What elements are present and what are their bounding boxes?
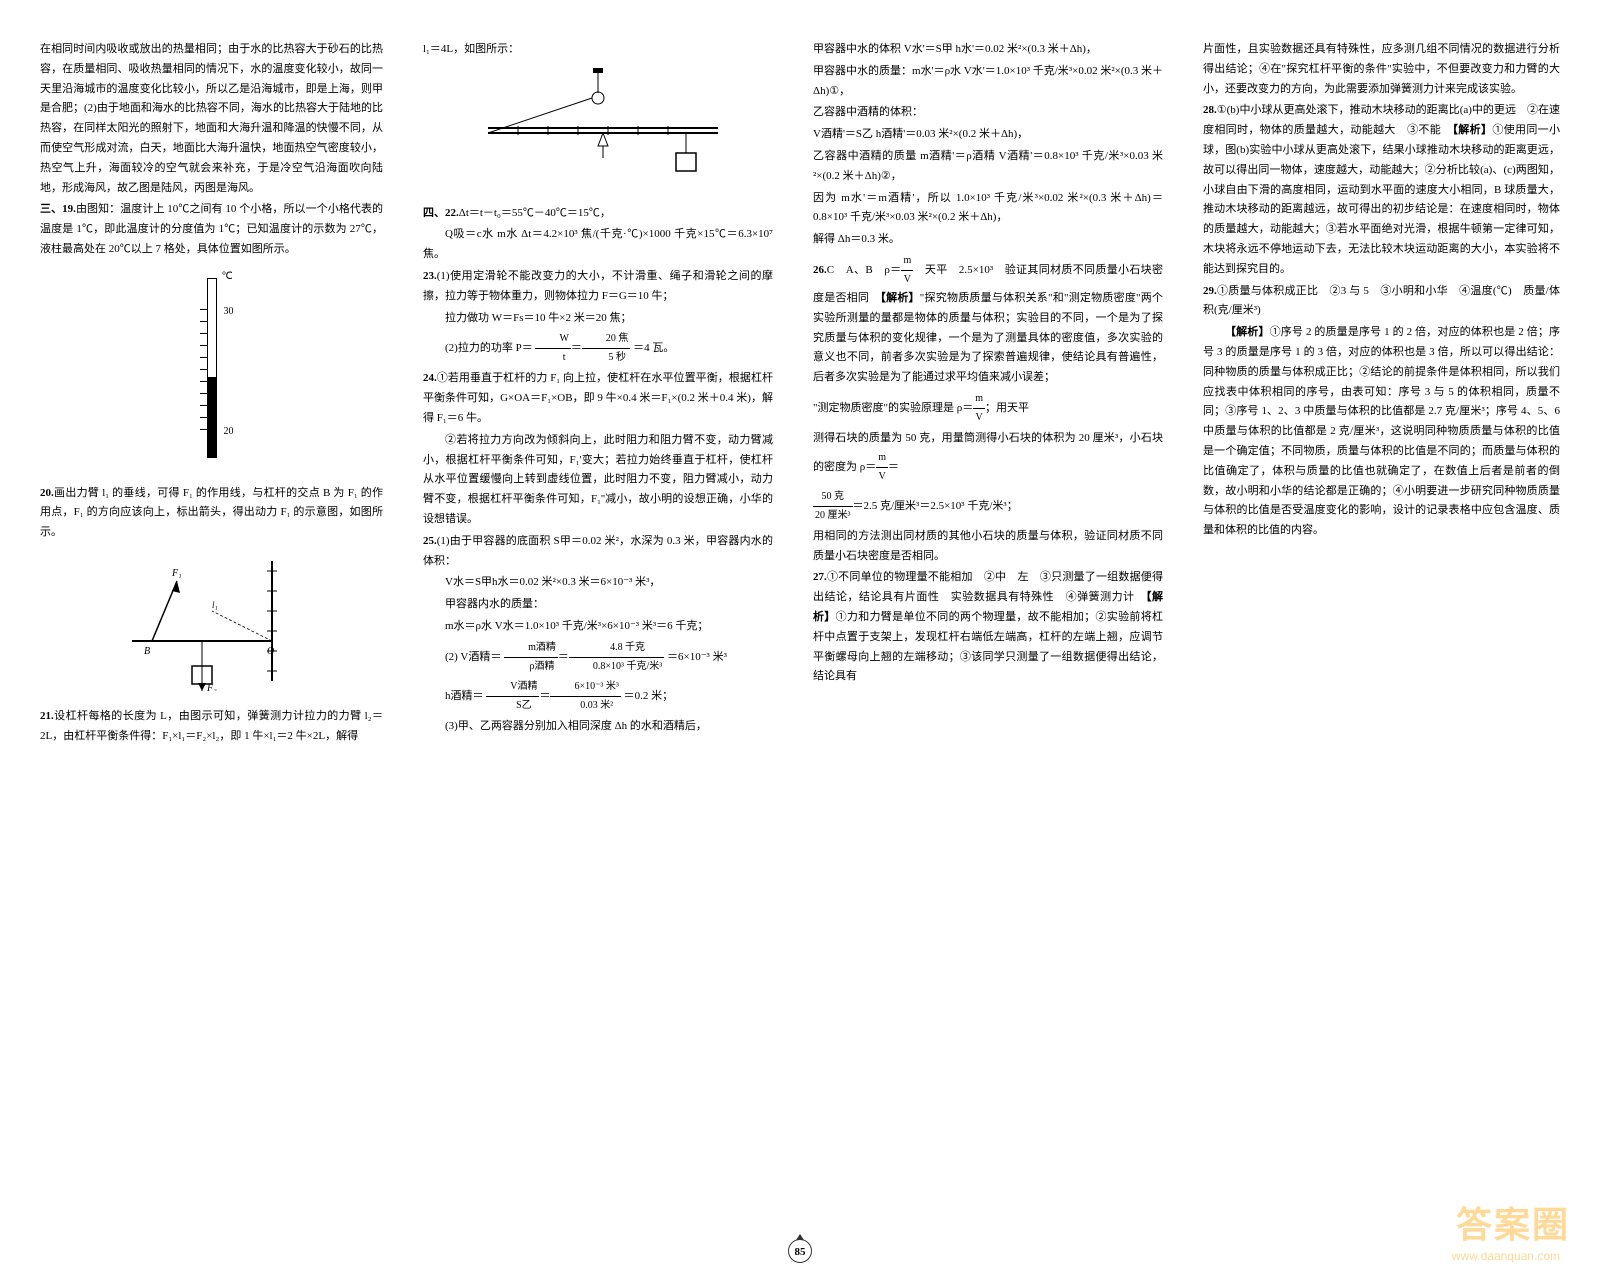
thermo-30: 30 [224, 303, 234, 321]
q24-line2: ②若将拉力方向改为倾斜向上，此时阻力和阻力臂不变，动力臂减小，根据杠杆平衡条件可… [423, 431, 773, 530]
q25-cont4: V酒精'＝S乙 h酒精'＝0.03 米²×(0.2 米＋Δh)， [813, 125, 1163, 145]
q23-line3: (2)拉力的功率 P＝ Wt＝20 焦5 秒 ＝4 瓦。 [423, 330, 773, 367]
para-continuation: 在相同时间内吸收或放出的热量相同；由于水的比热容大于砂石的比热容，在质量相同、吸… [40, 40, 383, 198]
q26-jx3: 测得石块的质量为 50 克，用量筒测得小石块的体积为 20 厘米³，小石块的密度… [813, 429, 1163, 486]
q25-cont5: 乙容器中酒精的质量 m酒精'＝ρ酒精 V酒精'＝0.8×10³ 千克/米³×0.… [813, 147, 1163, 187]
column-4: 片面性，且实验数据还具有特殊性，应多测几组不同情况的数据进行分析得出结论；④在"… [1193, 40, 1570, 748]
q25-cont7: 解得 Δh＝0.3 米。 [813, 230, 1163, 250]
q19-text: 由图知：温度计上 10℃之间有 10 个小格，所以一个小格代表的温度是 1℃，即… [40, 203, 383, 255]
svg-text:F₂: F₂ [206, 683, 217, 691]
lever-figure: O F₁ B l₁ F₂ [40, 551, 383, 699]
q22-line1: Δt＝t－t₀＝55℃－40℃＝15℃， [459, 207, 611, 219]
q25-line1: (1)由于甲容器的底面积 S甲＝0.02 米²，水深为 0.3 米，甲容器内水的… [423, 535, 773, 567]
question-21: 21.设杠杆每格的长度为 L，由图示可知，弹簧测力计拉力的力臂 l₂＝2L，由杠… [40, 707, 383, 747]
thermometer-figure: ℃ 30 20 [40, 268, 383, 476]
column-3: 甲容器中水的体积 V水'＝S甲 h水'＝0.02 米²×(0.3 米＋Δh)， … [803, 40, 1173, 748]
svg-text:B: B [144, 646, 150, 657]
column-2: l₁＝4L，如图所示： 四、22.Δt [413, 40, 783, 748]
q25-cont3: 乙容器中酒精的体积： [813, 103, 1163, 123]
question-25: 25.(1)由于甲容器的底面积 S甲＝0.02 米²，水深为 0.3 米，甲容器… [423, 532, 773, 572]
svg-text:O: O [267, 646, 274, 657]
q29-line1: ①质量与体积成正比 ②3 与 5 ③小明和小华 ④温度(℃) 质量/体积(克/厘… [1203, 285, 1560, 317]
q26-jx-label: 【解析】 [880, 292, 919, 304]
question-29: 29.①质量与体积成正比 ②3 与 5 ③小明和小华 ④温度(℃) 质量/体积(… [1203, 282, 1560, 322]
q29-analysis: 【解析】①序号 2 的质量是序号 1 的 2 倍，对应的体积也是 2 倍；序号 … [1203, 323, 1560, 541]
question-23: 23.(1)使用定滑轮不能改变力的大小，不计滑重、绳子和滑轮之间的摩擦，拉力等于… [423, 267, 773, 307]
q25-cont6: 因为 m水'＝m酒精'，所以 1.0×10³ 千克/米³×0.02 米²×(0.… [813, 189, 1163, 229]
q25-line7: (3)甲、乙两容器分别加入相同深度 Δh 的水和酒精后， [423, 717, 773, 737]
q26-ans-a: C A、B ρ＝ [827, 264, 902, 276]
column-1: 在相同时间内吸收或放出的热量相同；由于水的比热容大于砂石的比热容，在质量相同、吸… [30, 40, 393, 748]
q26-number: 26. [813, 264, 827, 276]
q21-number: 21. [40, 710, 54, 722]
q26-jx5: 用相同的方法测出同材质的其他小石块的质量与体积，验证同材质不同质量小石块密度是否… [813, 527, 1163, 567]
question-26: 26.C A、B ρ＝mV 天平 2.5×10³ 验证其同材质不同质量小石块密度… [813, 252, 1163, 388]
q29-number: 29. [1203, 285, 1217, 297]
q23-line2: 拉力做功 W＝Fs＝10 牛×2 米＝20 焦； [423, 309, 773, 329]
q22-number: 22. [445, 207, 459, 219]
section-3-label: 三、 [40, 203, 62, 215]
question-22: 四、22.Δt＝t－t₀＝55℃－40℃＝15℃， [423, 204, 773, 224]
section-4-label: 四、 [423, 207, 445, 219]
q25-cont1: 甲容器中水的体积 V水'＝S甲 h水'＝0.02 米²×(0.3 米＋Δh)， [813, 40, 1163, 60]
question-19: 三、19.由图知：温度计上 10℃之间有 10 个小格，所以一个小格代表的温度是… [40, 200, 383, 259]
q29-jx: ①序号 2 的质量是序号 1 的 2 倍，对应的体积也是 2 倍；序号 3 的质… [1203, 326, 1560, 536]
q29-jx-label: 【解析】 [1225, 326, 1270, 338]
svg-text:l₁: l₁ [212, 600, 218, 610]
thermo-20: 20 [224, 423, 234, 441]
q26-jx4: 50 克20 厘米³＝2.5 克/厘米³＝2.5×10³ 千克/米³； [813, 488, 1163, 525]
q25-line4: m水＝ρ水 V水＝1.0×10³ 千克/米³×6×10⁻³ 米³＝6 千克； [423, 617, 773, 637]
q20-number: 20. [40, 487, 54, 499]
q27-cont: 片面性，且实验数据还具有特殊性，应多测几组不同情况的数据进行分析得出结论；④在"… [1203, 40, 1560, 99]
watermark-url: www.daanquan.com [1452, 1246, 1560, 1268]
question-24: 24.①若用垂直于杠杆的力 F₁ 向上拉，使杠杆在水平位置平衡，根据杠杆平衡条件… [423, 369, 773, 428]
q28-jx: ①使用同一小球，图(b)实验中小球从更高处滚下，结果小球推动木块移动的距离更远，… [1203, 124, 1560, 275]
question-27: 27.①不同单位的物理量不能相加 ②中 左 ③只测量了一组数据便得出结论，结论具… [813, 568, 1163, 687]
q25-line6: h酒精＝ V酒精S乙＝6×10⁻³ 米³0.03 米² ＝0.2 米； [423, 678, 773, 715]
q26-jx: "探究物质质量与体积关系"和"测定物质密度"两个实验所测量的量都是物体的质量与体… [813, 292, 1163, 383]
q28-number: 28. [1203, 104, 1217, 116]
q24-line1: ①若用垂直于杠杆的力 F₁ 向上拉，使杠杆在水平位置平衡，根据杠杆平衡条件可知，… [423, 372, 773, 424]
q21-text: 设杠杆每格的长度为 L，由图示可知，弹簧测力计拉力的力臂 l₂＝2L，由杠杆平衡… [40, 710, 383, 742]
q20-text: 画出力臂 l₁ 的垂线，可得 F₁ 的作用线，与杠杆的交点 B 为 F₁ 的作用… [40, 487, 383, 539]
q19-number: 19. [62, 203, 76, 215]
q27-number: 27. [813, 571, 827, 583]
q25-line3: 甲容器内水的质量： [423, 595, 773, 615]
svg-text:F₁: F₁ [171, 568, 182, 579]
pulley-figure [423, 68, 773, 196]
question-20: 20.画出力臂 l₁ 的垂线，可得 F₁ 的作用线，与杠杆的交点 B 为 F₁ … [40, 484, 383, 543]
q24-number: 24. [423, 372, 437, 384]
q23-line1: (1)使用定滑轮不能改变力的大小，不计滑重、绳子和滑轮之间的摩擦，拉力等于物体重… [423, 270, 773, 302]
q22-line2: Q吸＝c水 m水 Δt＝4.2×10³ 焦/(千克·℃)×1000 千克×15℃… [423, 225, 773, 265]
question-28: 28.①(b)中小球从更高处滚下，推动木块移动的距离比(a)中的更远 ②在速度相… [1203, 101, 1560, 279]
q28-jx-label: 【解析】 [1452, 124, 1492, 136]
q25-line2: V水＝S甲h水＝0.02 米²×0.3 米＝6×10⁻³ 米³， [423, 573, 773, 593]
q25-number: 25. [423, 535, 437, 547]
q23-number: 23. [423, 270, 437, 282]
q26-jx2: "测定物质密度"的实验原理是 ρ＝mV；用天平 [813, 390, 1163, 427]
page-number: 85 [788, 1239, 812, 1263]
q27-line1: ①不同单位的物理量不能相加 ②中 左 ③只测量了一组数据便得出结论，结论具有片面… [813, 571, 1163, 603]
thermo-unit: ℃ [222, 268, 233, 286]
q25-cont2: 甲容器中水的质量：m水'＝ρ水 V水'＝1.0×10³ 千克/米³×0.02 米… [813, 62, 1163, 102]
q27-jx: ①力和力臂是单位不同的两个物理量，故不能相加；②实验前将杠杆中点置于支架上，发现… [813, 611, 1163, 682]
q21-cont: l₁＝4L，如图所示： [423, 40, 773, 60]
q25-line5: (2) V酒精＝ m酒精ρ酒精＝4.8 千克0.8×10³ 千克/米³ ＝6×1… [423, 639, 773, 676]
